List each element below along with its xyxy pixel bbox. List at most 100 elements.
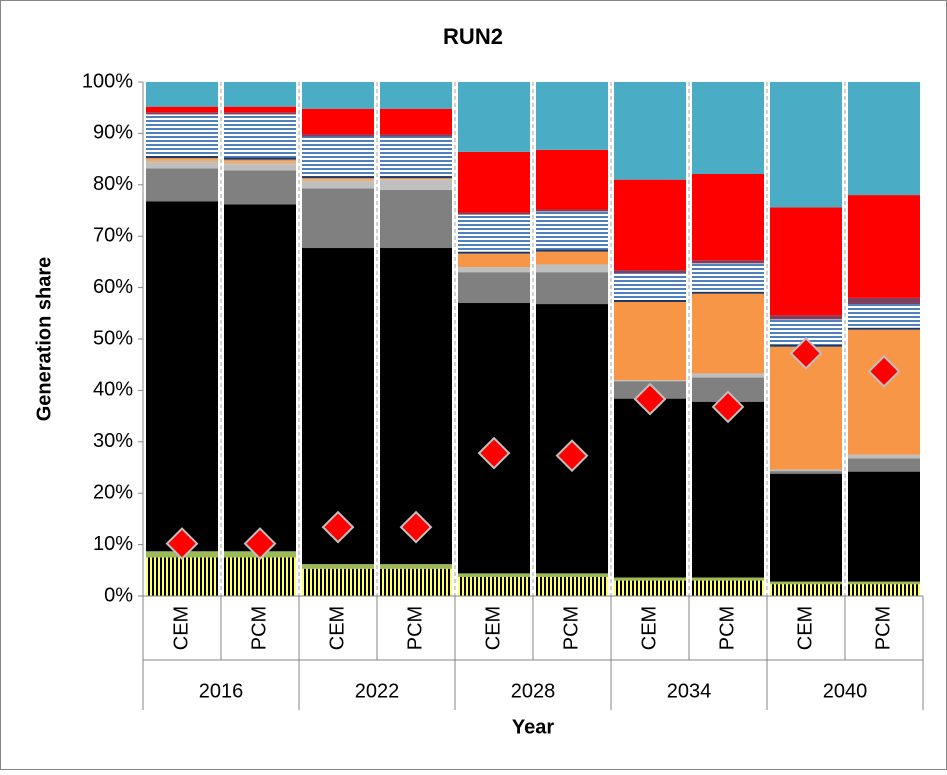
marker <box>321 510 355 544</box>
y-tick-label: 90% <box>93 122 133 144</box>
bar-segment <box>770 471 842 474</box>
marker <box>555 439 589 473</box>
marker <box>165 527 199 560</box>
bar-segment <box>146 201 218 552</box>
bar-segment <box>458 573 530 577</box>
bar-segment <box>848 297 920 305</box>
bar-segment <box>224 114 296 158</box>
bar-segment <box>224 161 296 165</box>
bar-segment <box>692 401 764 578</box>
bar-segment <box>458 272 530 304</box>
bar-segment <box>380 178 452 180</box>
bar-segment <box>302 188 374 249</box>
y-tick-label: 100% <box>82 70 133 92</box>
bar-segment <box>770 584 842 596</box>
bar-segment <box>146 114 218 157</box>
bar-segment <box>458 151 530 213</box>
bar-segment <box>380 108 452 135</box>
bar-segment <box>146 158 218 160</box>
y-axis-title: Generation share <box>33 257 55 422</box>
x-tick-label: CEM <box>794 606 816 650</box>
bar-segment <box>614 398 686 578</box>
bar-segment <box>146 159 218 163</box>
bar-segment <box>380 189 452 249</box>
bar-segment <box>848 584 920 596</box>
group-label: 2028 <box>511 680 556 702</box>
y-tick-label: 60% <box>93 276 133 298</box>
bar-segment <box>848 195 920 298</box>
bar-segment <box>614 301 686 381</box>
y-tick-label: 0% <box>104 584 133 606</box>
bar-segment <box>302 82 374 109</box>
bar-segment <box>848 454 920 459</box>
bar-segment <box>302 181 374 189</box>
bar-segment <box>302 179 374 182</box>
marker <box>399 510 433 544</box>
bar-segment <box>302 568 374 596</box>
bar-segment <box>224 557 296 596</box>
bar-segment <box>770 469 842 472</box>
y-tick-label: 20% <box>93 481 133 503</box>
chart-title: RUN2 <box>443 24 503 49</box>
bar-segment <box>458 82 530 152</box>
bar-segment <box>536 573 608 577</box>
bar-segment <box>536 211 608 250</box>
marker <box>711 390 745 424</box>
bar-segment <box>536 576 608 596</box>
bar-segment <box>224 106 296 113</box>
x-tick-label: PCM <box>716 606 738 650</box>
bar-segment <box>380 179 452 180</box>
bar-segment <box>692 577 764 581</box>
x-tick-label: CEM <box>170 606 192 650</box>
bar-segment <box>146 112 218 115</box>
marker <box>867 354 901 388</box>
bar-segment <box>848 82 920 196</box>
bar-segment <box>692 260 764 264</box>
bar-segment <box>614 273 686 300</box>
x-axis-title: Year <box>512 716 554 738</box>
bar-segment <box>536 249 608 252</box>
bar-segment <box>302 108 374 135</box>
y-tick-label: 30% <box>93 430 133 452</box>
bar-segment <box>614 179 686 271</box>
x-tick-label: PCM <box>872 606 894 650</box>
bar-segment <box>380 82 452 109</box>
bar-segment <box>302 178 374 180</box>
bar-segment <box>848 329 920 455</box>
x-tick-label: PCM <box>248 606 270 650</box>
bar-segment <box>692 293 764 374</box>
bar-segment <box>458 212 530 215</box>
bar-segment <box>536 251 608 265</box>
bar-segment <box>146 156 218 159</box>
bar-segment <box>224 164 296 171</box>
bar-segment <box>536 209 608 212</box>
x-tick-label: PCM <box>560 606 582 650</box>
bar-segment <box>380 136 452 177</box>
bar-segment <box>848 458 920 472</box>
y-tick-label: 70% <box>93 224 133 246</box>
y-tick-label: 80% <box>93 173 133 195</box>
marker <box>477 436 511 470</box>
bar-segment <box>848 304 920 328</box>
bar-segment <box>614 577 686 581</box>
bar-segment <box>458 253 530 268</box>
bar-segment <box>302 136 374 177</box>
bar-segment <box>380 179 452 190</box>
bar-segment <box>458 267 530 273</box>
bar-segment <box>380 134 452 137</box>
group-label: 2040 <box>823 680 868 702</box>
bar-segment <box>536 272 608 305</box>
y-tick-label: 10% <box>93 533 133 555</box>
bar-segment <box>536 149 608 210</box>
x-tick-label: CEM <box>326 606 348 650</box>
bar-segment <box>146 162 218 169</box>
marker <box>789 336 823 370</box>
bar-segment <box>458 214 530 252</box>
bar-segment <box>770 315 842 320</box>
bar-segment <box>614 270 686 274</box>
x-tick-label: CEM <box>638 606 660 650</box>
bar-segment <box>848 327 920 330</box>
bar-segment <box>770 581 842 585</box>
bar-segment <box>614 380 686 382</box>
